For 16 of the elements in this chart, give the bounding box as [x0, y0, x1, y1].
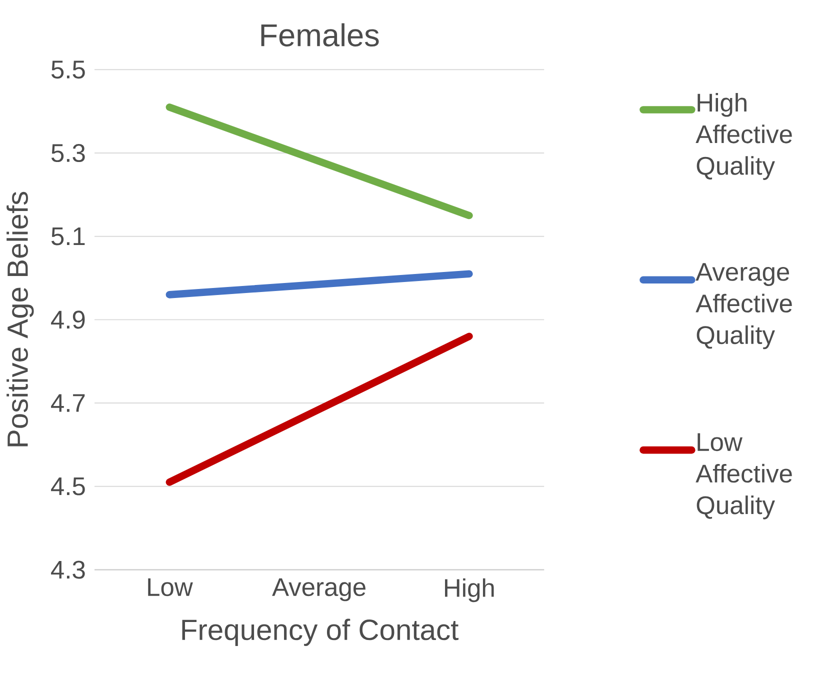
legend-label: Average Affective Quality — [696, 263, 792, 350]
y-tick-label: 5.3 — [51, 144, 85, 162]
y-tick-label: 5.5 — [51, 60, 85, 79]
x-axis-title: Frequency of Contact — [182, 618, 458, 646]
y-tick-label: 4.3 — [51, 560, 85, 579]
x-tick-label: Low — [148, 578, 193, 596]
y-tick-label: 5.1 — [51, 227, 85, 246]
chart-title: Females — [261, 23, 379, 46]
y-axis-title: Positive Age Beliefs — [6, 192, 34, 446]
legend-label: High Affective Quality — [696, 92, 792, 180]
y-tick-label: 4.9 — [51, 310, 85, 329]
y-tick-label: 4.7 — [51, 394, 85, 412]
y-tick-label: 4.5 — [51, 477, 85, 496]
x-tick-label: Average — [272, 578, 366, 602]
x-tick-label: High — [445, 578, 494, 602]
legend-label: Low Affective Quality — [696, 433, 792, 520]
